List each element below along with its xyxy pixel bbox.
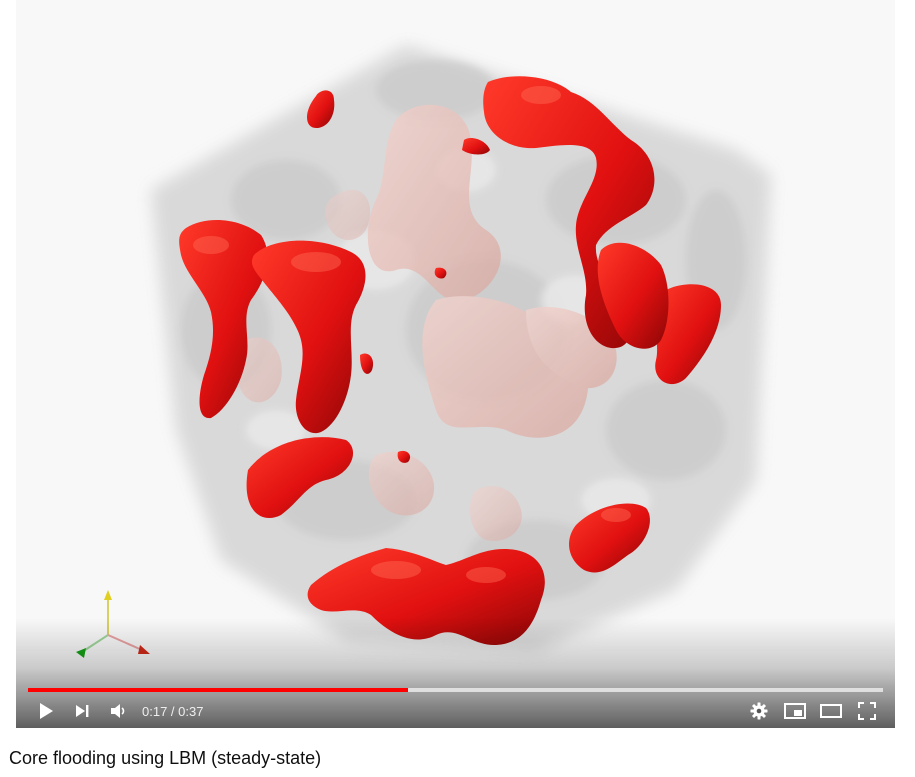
volume-icon — [111, 704, 125, 718]
fullscreen-icon — [858, 702, 876, 720]
progress-bar[interactable] — [28, 688, 883, 692]
blob-highlights — [193, 86, 631, 583]
right-controls — [741, 694, 885, 728]
theater-icon — [820, 704, 842, 718]
miniplayer-button[interactable] — [777, 694, 813, 728]
video-frame[interactable] — [16, 0, 895, 728]
video-player[interactable]: 0:17 / 0:37 — [16, 0, 895, 728]
settings-button[interactable] — [741, 694, 777, 728]
theater-button[interactable] — [813, 694, 849, 728]
miniplayer-icon — [784, 703, 806, 719]
play-icon — [40, 703, 53, 719]
next-icon — [76, 705, 89, 717]
next-button[interactable] — [64, 694, 100, 728]
progress-loaded — [28, 688, 883, 692]
play-button[interactable] — [28, 694, 64, 728]
simulation-render — [76, 45, 771, 658]
left-controls: 0:17 / 0:37 — [28, 694, 203, 728]
axes-gizmo — [76, 590, 150, 658]
time-display: 0:17 / 0:37 — [142, 703, 204, 719]
video-title: Core flooding using LBM (steady-state) — [9, 748, 322, 768]
fullscreen-button[interactable] — [849, 694, 885, 728]
progress-played — [28, 688, 409, 692]
gear-icon — [750, 702, 768, 720]
control-bar: 0:17 / 0:37 — [16, 694, 895, 728]
volume-button[interactable] — [100, 694, 136, 728]
